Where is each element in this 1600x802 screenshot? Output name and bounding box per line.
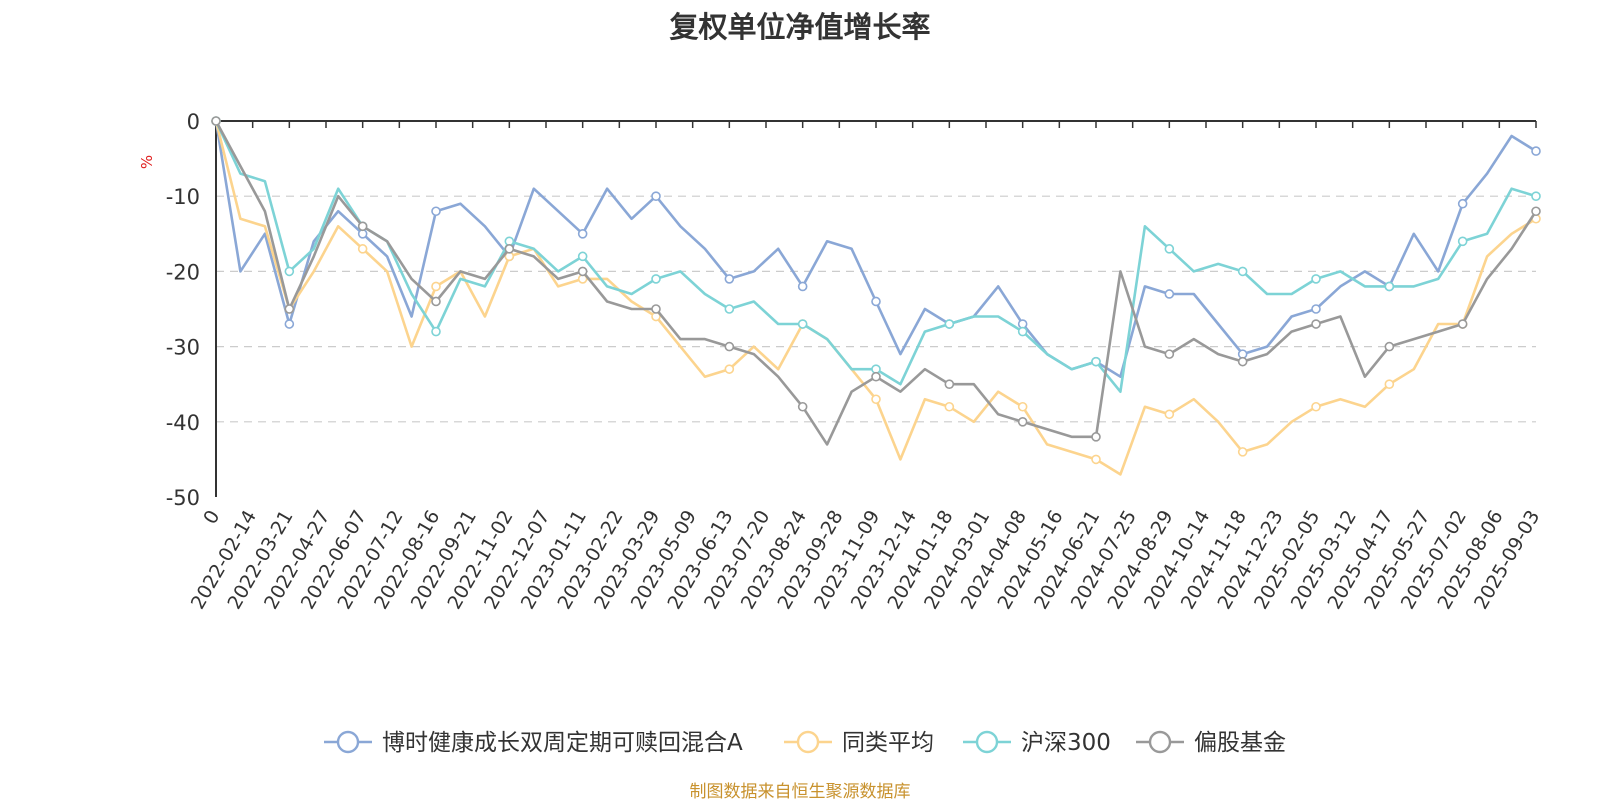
series-point xyxy=(1164,289,1175,299)
series-point xyxy=(651,274,661,284)
series-point xyxy=(1091,356,1101,367)
series-point xyxy=(577,229,588,239)
legend-label: 博时健康成长双周定期可赎回混合A xyxy=(382,730,743,756)
series-point xyxy=(724,364,735,374)
series-point xyxy=(1311,401,1321,412)
series-point xyxy=(504,244,515,254)
y-tick-label: -10 xyxy=(166,185,200,209)
y-tick-label: -50 xyxy=(166,486,200,510)
series-point xyxy=(871,371,881,382)
series-point xyxy=(431,281,441,292)
series-point xyxy=(577,251,588,262)
series-line-2 xyxy=(214,120,1537,394)
series-point xyxy=(1164,349,1175,359)
series-point xyxy=(1164,244,1175,254)
series-point xyxy=(284,266,295,277)
legend-item-0[interactable]: 博时健康成长双周定期可赎回混合A xyxy=(324,730,743,756)
y-tick-label: -20 xyxy=(166,260,200,284)
series-point xyxy=(944,401,955,412)
series-point xyxy=(944,319,955,329)
legend-item-1[interactable]: 同类平均 xyxy=(784,730,934,756)
series-point xyxy=(797,319,808,329)
series-point xyxy=(871,296,881,307)
legend-label: 沪深300 xyxy=(1021,730,1111,756)
series-point xyxy=(724,341,735,352)
grid-layer xyxy=(216,195,1536,423)
series-point xyxy=(1531,146,1541,156)
series-point xyxy=(357,221,368,232)
series-point xyxy=(284,319,295,329)
legend[interactable]: 博时健康成长双周定期可赎回混合A 同类平均 沪深300 偏股基金 xyxy=(324,730,1286,756)
series-point xyxy=(211,116,221,126)
series-point xyxy=(944,379,955,390)
series-point xyxy=(797,281,808,292)
legend-item-3[interactable]: 偏股基金 xyxy=(1136,730,1286,756)
series-point xyxy=(1237,266,1248,277)
series-point xyxy=(1311,304,1321,314)
series-point xyxy=(1237,356,1248,367)
legend-marker xyxy=(336,730,360,754)
series-point xyxy=(1531,206,1541,217)
legend-label: 偏股基金 xyxy=(1194,730,1286,756)
series-point xyxy=(431,296,441,307)
series-point xyxy=(1164,409,1175,420)
y-tick-label: -30 xyxy=(166,336,200,360)
series-point xyxy=(1017,326,1028,337)
legend-marker xyxy=(975,730,999,754)
series-point xyxy=(431,206,441,217)
legend-label: 同类平均 xyxy=(842,730,934,756)
series-point xyxy=(577,266,588,277)
legend-marker xyxy=(1148,730,1172,754)
series-point xyxy=(1017,401,1028,412)
series-point xyxy=(431,326,441,337)
series-point xyxy=(1017,416,1028,427)
series-point xyxy=(1237,447,1248,457)
series-point xyxy=(1091,432,1101,442)
series-point xyxy=(1384,379,1395,390)
axis-layer: 0-10-20-30-40-5002022-02-142022-03-21202… xyxy=(166,110,1545,613)
series-point xyxy=(357,244,368,254)
y-tick-label: -40 xyxy=(166,411,200,435)
series-point xyxy=(797,401,808,412)
legend-marker xyxy=(796,730,820,754)
series-point xyxy=(1531,191,1541,201)
series-point xyxy=(724,304,735,314)
series-point xyxy=(724,274,735,284)
x-tick-label: 0 xyxy=(199,507,224,528)
series-point xyxy=(651,191,661,201)
series-point xyxy=(1457,236,1468,247)
legend-item-2[interactable]: 沪深300 xyxy=(963,730,1111,756)
y-tick-label: 0 xyxy=(187,110,200,134)
series-point xyxy=(1457,198,1468,209)
series-layer xyxy=(211,116,1541,476)
y-axis-unit-label: % xyxy=(138,155,156,169)
source-note: 制图数据来自恒生聚源数据库 xyxy=(689,782,911,802)
series-point xyxy=(651,304,661,314)
series-point xyxy=(1091,454,1101,465)
series-point xyxy=(1457,319,1468,329)
series-point xyxy=(1384,341,1395,352)
series-point xyxy=(284,304,295,314)
chart-title: 复权单位净值增长率 xyxy=(669,10,931,44)
series-point xyxy=(1311,319,1321,329)
series-point xyxy=(1311,274,1321,284)
series-point xyxy=(1384,281,1395,292)
series-point xyxy=(871,394,881,405)
